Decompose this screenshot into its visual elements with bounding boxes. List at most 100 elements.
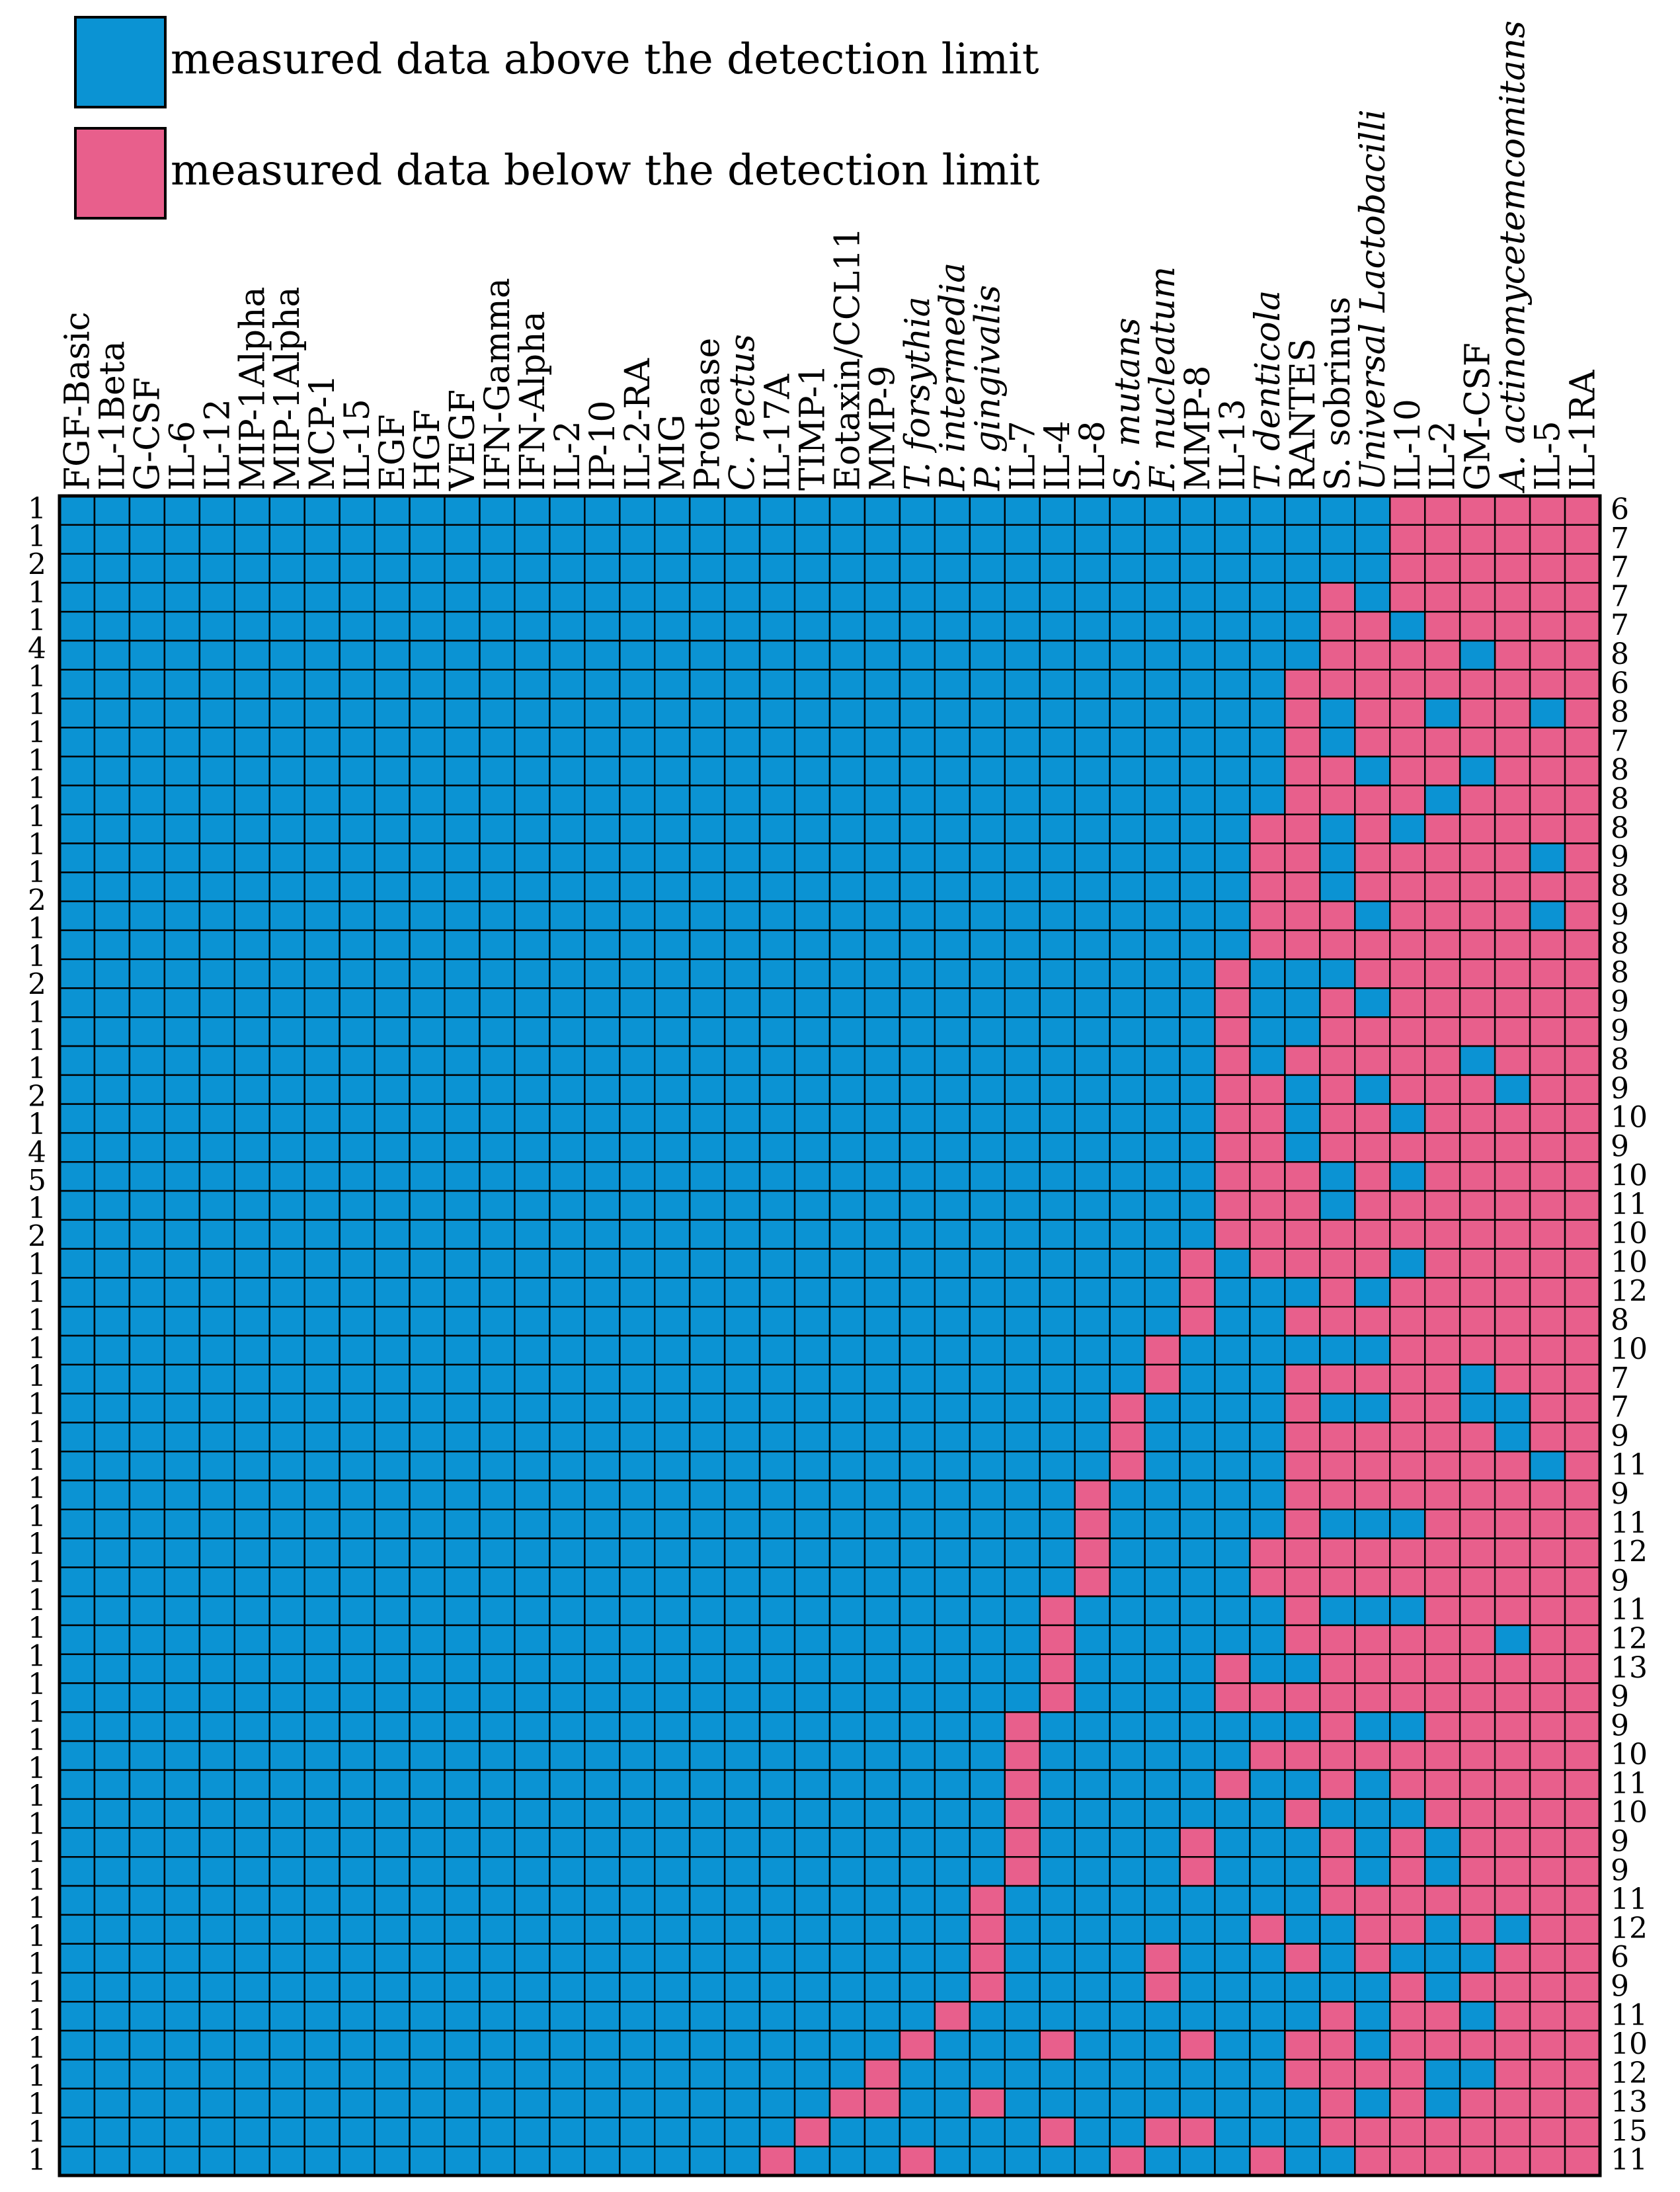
heatmap-cell	[863, 727, 901, 758]
heatmap-cell	[793, 2117, 831, 2148]
heatmap-cell	[1423, 1508, 1461, 1539]
heatmap-cell	[723, 727, 761, 758]
heatmap-cell	[723, 813, 761, 844]
heatmap-cell	[1494, 1740, 1531, 1771]
heatmap-cell	[1423, 1595, 1461, 1627]
heatmap-cell	[619, 1943, 656, 1974]
heatmap-cell	[969, 1363, 1006, 1395]
heatmap-cell	[549, 987, 586, 1018]
heatmap-cell	[1284, 1305, 1321, 1337]
heatmap-cell	[793, 1508, 831, 1539]
heatmap-cell	[514, 1016, 551, 1047]
row-label-right: 6	[1611, 667, 1629, 700]
heatmap-cell	[1354, 1479, 1391, 1511]
heatmap-cell	[1354, 1769, 1391, 1800]
heatmap-cell	[653, 553, 691, 584]
row-label-right: 12	[1611, 1622, 1648, 1656]
heatmap-cell	[58, 1885, 96, 1916]
heatmap-cell	[1389, 524, 1426, 555]
heatmap-cell	[198, 2117, 236, 2148]
column-label: C. rectus	[723, 334, 763, 491]
heatmap-cell	[653, 1074, 691, 1105]
heatmap-cell	[828, 1045, 866, 1076]
heatmap-cell	[969, 1422, 1006, 1453]
heatmap-cell	[444, 872, 481, 903]
heatmap-cell	[1109, 1566, 1146, 1598]
heatmap-cell	[1354, 698, 1391, 729]
heatmap-cell	[584, 872, 621, 903]
heatmap-cell	[584, 784, 621, 815]
heatmap-cell	[128, 727, 166, 758]
heatmap-cell	[514, 1508, 551, 1539]
heatmap-cell	[653, 582, 691, 613]
heatmap-cell	[1144, 1972, 1181, 2003]
heatmap-cell	[479, 1537, 516, 1568]
heatmap-cell	[233, 1016, 270, 1047]
heatmap-cell	[1319, 1190, 1356, 1221]
heatmap-cell	[1004, 2117, 1041, 2148]
heatmap-cell	[1179, 698, 1216, 729]
heatmap-cell	[1564, 1074, 1601, 1105]
heatmap-cell	[1389, 1682, 1426, 1713]
heatmap-cell	[444, 2145, 481, 2177]
heatmap-cell	[409, 1074, 446, 1105]
heatmap-cell	[619, 1624, 656, 1655]
heatmap-cell	[1354, 1624, 1391, 1655]
heatmap-cell	[1459, 1537, 1496, 1568]
heatmap-cell	[969, 784, 1006, 815]
heatmap-cell	[1004, 1798, 1041, 1829]
heatmap-cell	[444, 1740, 481, 1771]
heatmap-cell	[374, 1682, 411, 1713]
heatmap-cell	[863, 1682, 901, 1713]
heatmap-cell	[1074, 2145, 1111, 2177]
heatmap-cell	[653, 1508, 691, 1539]
heatmap-cell	[233, 1103, 270, 1134]
heatmap-cell	[268, 2145, 305, 2177]
heatmap-cell	[934, 1190, 971, 1221]
row-label-right: 10	[1611, 1796, 1648, 1830]
heatmap-cell	[793, 1595, 831, 1627]
column-label: TIMP-1	[793, 364, 833, 491]
heatmap-cell	[688, 958, 726, 989]
heatmap-cell	[1249, 872, 1286, 903]
heatmap-cell	[1179, 727, 1216, 758]
heatmap-cell	[268, 784, 305, 815]
heatmap-cell	[758, 1422, 796, 1453]
heatmap-cell	[584, 1769, 621, 1800]
heatmap-cell	[828, 1074, 866, 1105]
column-label: MCP-1	[303, 374, 342, 491]
heatmap-cell	[619, 929, 656, 960]
row-label-right: 10	[1611, 1101, 1648, 1135]
heatmap-cell	[1423, 1132, 1461, 1163]
row-label-left: 1	[28, 492, 46, 526]
heatmap-cell	[1214, 900, 1251, 932]
heatmap-cell	[653, 2145, 691, 2177]
heatmap-cell	[828, 727, 866, 758]
heatmap-cell	[758, 1972, 796, 2003]
heatmap-cell	[1039, 1248, 1076, 1279]
heatmap-cell	[374, 784, 411, 815]
heatmap-cell	[479, 1856, 516, 1887]
heatmap-cell	[1284, 1190, 1321, 1221]
column-label: IL-12	[198, 399, 237, 491]
heatmap-cell	[198, 524, 236, 555]
heatmap-cell	[479, 987, 516, 1018]
heatmap-cell	[549, 2000, 586, 2032]
row-label-right: 8	[1611, 637, 1629, 671]
heatmap-cell	[758, 1045, 796, 1076]
heatmap-cell	[1109, 524, 1146, 555]
heatmap-cell	[1459, 1219, 1496, 1250]
heatmap-cell	[688, 1682, 726, 1713]
heatmap-cell	[1389, 1045, 1426, 1076]
heatmap-cell	[688, 1827, 726, 1858]
heatmap-cell	[93, 1190, 131, 1221]
heatmap-cell	[1423, 727, 1461, 758]
heatmap-cell	[444, 1132, 481, 1163]
heatmap-cell	[303, 958, 340, 989]
heatmap-cell	[1319, 2088, 1356, 2119]
heatmap-cell	[479, 1653, 516, 1684]
heatmap-cell	[198, 727, 236, 758]
heatmap-cell	[969, 669, 1006, 700]
heatmap-cell	[619, 1016, 656, 1047]
heatmap-cell	[584, 1160, 621, 1192]
